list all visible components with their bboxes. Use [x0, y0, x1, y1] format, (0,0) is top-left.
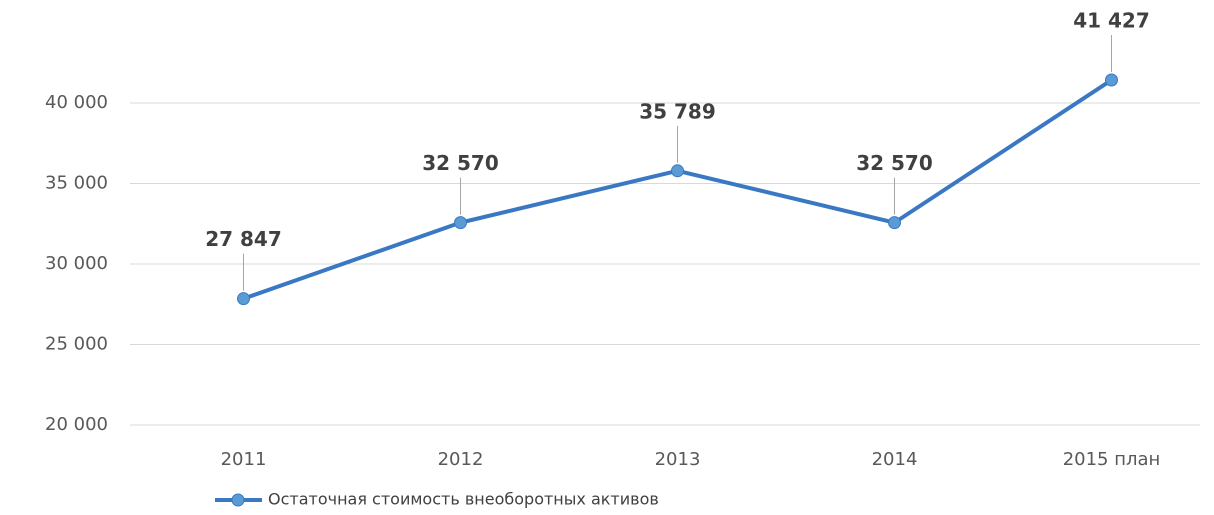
point — [454, 216, 467, 230]
point — [671, 164, 684, 178]
y-tick-label: 20 000 — [45, 414, 108, 435]
x-tick-label: 2015 план — [1063, 449, 1161, 470]
point — [1105, 73, 1118, 87]
y-tick-label: 40 000 — [45, 92, 108, 113]
x-tick-label: 2013 — [655, 449, 701, 470]
y-tick-label: 35 000 — [45, 173, 108, 194]
y-tick-label: 25 000 — [45, 334, 108, 355]
legend-label: Остаточная стоимость внеоборотных активо… — [268, 490, 659, 509]
legend-marker — [231, 493, 245, 507]
point — [888, 216, 901, 230]
value-label: 35 789 — [639, 99, 716, 123]
x-tick-label: 2011 — [221, 449, 267, 470]
x-tick-label: 2014 — [872, 449, 918, 470]
value-label: 32 570 — [422, 151, 499, 175]
y-tick-label: 30 000 — [45, 253, 108, 274]
x-tick-label: 2012 — [438, 449, 484, 470]
point — [237, 292, 250, 306]
value-label: 27 847 — [205, 227, 282, 251]
value-label: 41 427 — [1073, 9, 1150, 33]
value-label: 32 570 — [856, 151, 933, 175]
